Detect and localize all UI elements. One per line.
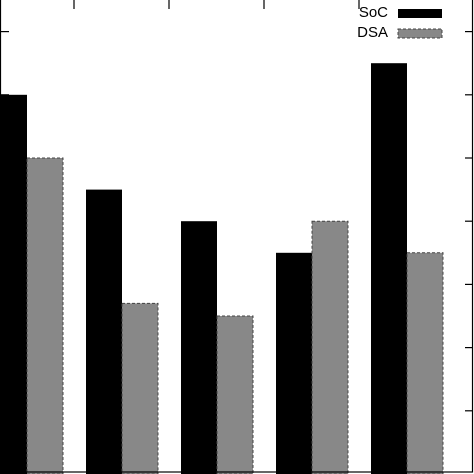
bar-soc-4 — [276, 252, 312, 474]
legend: SoC DSA — [357, 4, 443, 41]
bar-group — [0, 63, 444, 474]
legend-label-soc: SoC — [359, 4, 388, 21]
bar-dsa-4 — [311, 220, 349, 474]
tick-marks — [0, 0, 473, 412]
bar-soc-3 — [181, 221, 217, 474]
bar-dsa-2 — [121, 302, 159, 474]
bar-dsa-1 — [26, 157, 64, 474]
bar-dsa-5 — [406, 252, 444, 474]
legend-swatch-soc — [398, 9, 442, 18]
legend-label-dsa: DSA — [357, 24, 388, 41]
legend-swatch-dsa — [397, 28, 443, 39]
bar-soc-5 — [371, 63, 407, 474]
bar-dsa-3 — [216, 315, 254, 474]
bar-soc-2 — [86, 189, 122, 474]
